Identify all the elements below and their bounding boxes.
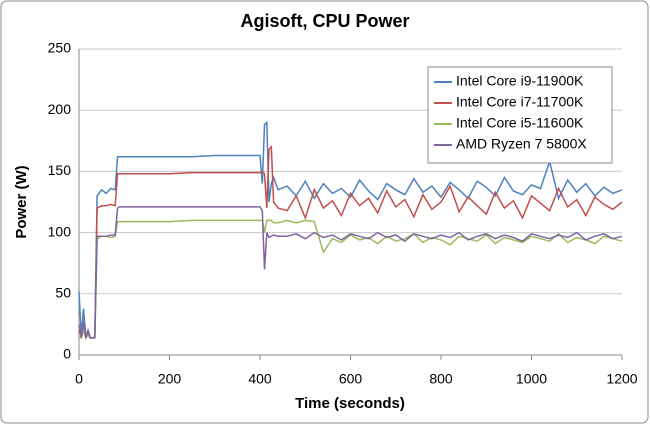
y-tick-label: 0 xyxy=(63,346,71,362)
x-tick-label: 1200 xyxy=(606,371,637,387)
y-tick-label: 250 xyxy=(48,40,72,56)
y-tick-label: 150 xyxy=(48,162,72,178)
x-tick-label: 400 xyxy=(248,371,272,387)
y-tick-label: 100 xyxy=(48,223,72,239)
series-line xyxy=(78,219,623,340)
x-tick-label: 800 xyxy=(429,371,453,387)
series-line xyxy=(78,206,623,339)
legend-label: Intel Core i7-11700K xyxy=(456,94,584,110)
legend-label: AMD Ryzen 7 5800X xyxy=(456,136,587,152)
legend-label: Intel Core i9-11900K xyxy=(456,73,584,89)
y-tick-label: 50 xyxy=(55,285,71,301)
x-tick-label: 1000 xyxy=(516,371,547,387)
y-tick-label: 200 xyxy=(48,101,72,117)
x-tick-label: 0 xyxy=(75,371,83,387)
y-axis-label: Power (W) xyxy=(13,165,30,238)
x-tick-label: 200 xyxy=(158,371,182,387)
x-tick-label: 600 xyxy=(339,371,363,387)
legend-box xyxy=(427,66,613,164)
x-axis-label: Time (seconds) xyxy=(295,395,405,412)
series-line xyxy=(78,145,623,341)
legend-label: Intel Core i5-11600K xyxy=(456,115,584,131)
chart-title: Agisoft, CPU Power xyxy=(240,11,409,31)
series-line xyxy=(78,120,623,339)
